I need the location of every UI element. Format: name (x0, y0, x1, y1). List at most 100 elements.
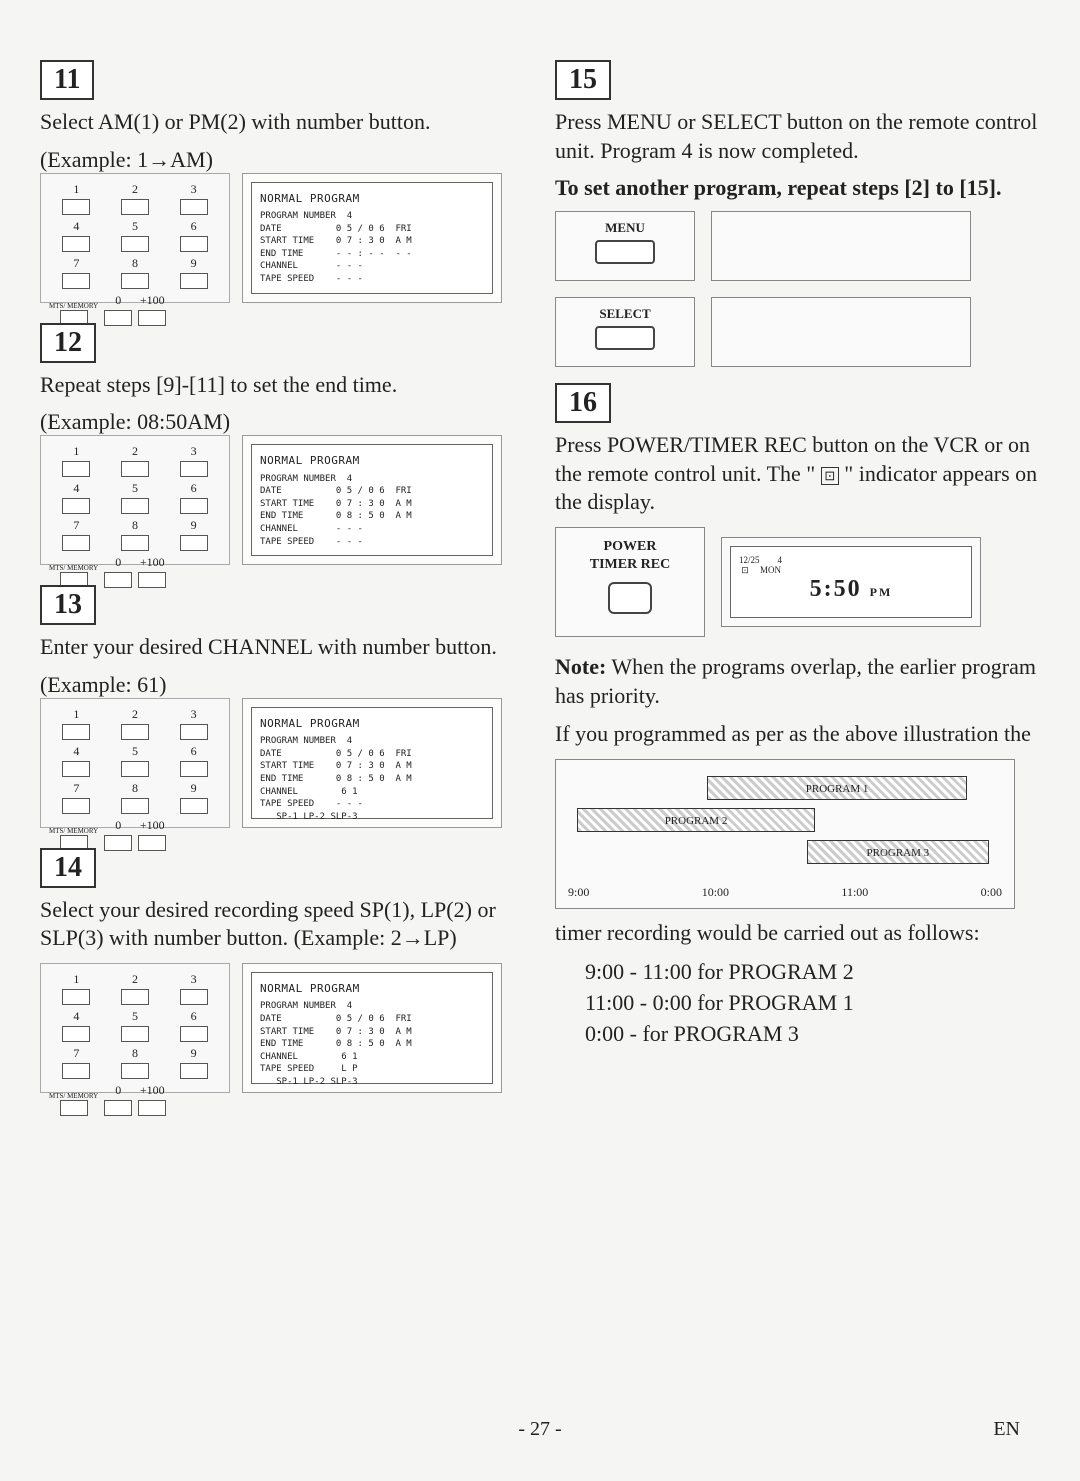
step-number: 12 (40, 323, 96, 363)
keypad-key: 3 (166, 182, 221, 215)
osd-line: TAPE SPEED L P (260, 1063, 484, 1076)
osd-line: END TIME 0 8 : 5 0 A M (260, 510, 484, 523)
keypad-key: 2 (108, 444, 163, 477)
schedule-line: 11:00 - 0:00 for PROGRAM 1 (585, 988, 1040, 1019)
osd-title: NORMAL PROGRAM (260, 716, 484, 731)
osd-line: DATE 0 5 / 0 6 FRI (260, 748, 484, 761)
schedule-line: 9:00 - 11:00 for PROGRAM 2 (585, 957, 1040, 988)
keypad-label: +100 (138, 1083, 166, 1098)
chart-time: 0:00 (981, 885, 1002, 900)
menu-label: MENU (564, 220, 686, 236)
keypad-key: 3 (166, 972, 221, 1005)
keypad-key: 4 (49, 744, 104, 777)
keypad-key: 4 (49, 1009, 104, 1042)
osd-line: END TIME 0 8 : 5 0 A M (260, 1038, 484, 1051)
osd-line: START TIME 0 7 : 3 0 A M (260, 498, 484, 511)
note-label: Note: (555, 654, 606, 679)
keypad-key: 8 (108, 1046, 163, 1079)
timer-icon: ⊡ (821, 467, 839, 485)
step-example: (Example: 61) (40, 672, 525, 698)
page-number: - 27 - (0, 1418, 1080, 1441)
step-number: 11 (40, 60, 94, 100)
keypad-label: MTS/ MEMORY (49, 1092, 98, 1100)
osd-line: DATE 0 5 / 0 6 FRI (260, 1013, 484, 1026)
vcr-small: 12/25 4 ⊡ MON (739, 555, 963, 576)
osd-line: END TIME 0 8 : 5 0 A M (260, 773, 484, 786)
osd-line: PROGRAM NUMBER 4 (260, 210, 484, 223)
keypad-key: 7 (49, 1046, 104, 1079)
program-bar: PROGRAM 1 (707, 776, 967, 800)
keypad-key: 6 (166, 481, 221, 514)
keypad: 123456789 MTS/ MEMORY 0 +100 (40, 698, 230, 828)
keypad-key: 6 (166, 744, 221, 777)
result-intro: timer recording would be carried out as … (555, 919, 1040, 948)
select-label: SELECT (564, 306, 686, 322)
keypad-key: 4 (49, 481, 104, 514)
keypad-label: +100 (138, 818, 166, 833)
keypad-key: 8 (108, 781, 163, 814)
blank-screen (711, 297, 971, 367)
osd-line: CHANNEL 6 1 (260, 786, 484, 799)
keypad-label: 0 (104, 293, 132, 308)
keypad-label: 0 (104, 555, 132, 570)
osd-line: START TIME 0 7 : 3 0 A M (260, 1026, 484, 1039)
osd-line: CHANNEL - - - (260, 523, 484, 536)
osd-title: NORMAL PROGRAM (260, 981, 484, 996)
chart-time: 9:00 (568, 885, 589, 900)
osd-line: CHANNEL 6 1 (260, 1051, 484, 1064)
keypad-key: 1 (49, 707, 104, 740)
step-text: Press POWER/TIMER REC button on the VCR … (555, 431, 1040, 517)
keypad-key: 1 (49, 972, 104, 1005)
step-text: Press MENU or SELECT button on the remot… (555, 108, 1040, 165)
note-text: Note: When the programs overlap, the ear… (555, 653, 1040, 710)
step-example: (Example: 1→AM) (40, 147, 525, 173)
power-timer-box: POWER TIMER REC (555, 527, 705, 637)
vcr-time: 5:50 (810, 576, 862, 602)
step-example: (Example: 08:50AM) (40, 409, 525, 435)
keypad-key: 7 (49, 781, 104, 814)
keypad-label: 0 (104, 818, 132, 833)
keypad-key: 9 (166, 256, 221, 289)
program-bar: PROGRAM 3 (807, 840, 989, 864)
chart-time: 11:00 (841, 885, 868, 900)
osd-line: END TIME - - : - - - - (260, 248, 484, 261)
osd-line: TAPE SPEED - - - (260, 273, 484, 286)
osd-line: CHANNEL - - - (260, 260, 484, 273)
osd-line: PROGRAM NUMBER 4 (260, 1000, 484, 1013)
keypad-key: 1 (49, 182, 104, 215)
osd-title: NORMAL PROGRAM (260, 191, 484, 206)
blank-screen (711, 211, 971, 281)
step-number: 14 (40, 848, 96, 888)
osd-line: PROGRAM NUMBER 4 (260, 735, 484, 748)
keypad-key: 5 (108, 481, 163, 514)
language-label: EN (993, 1418, 1020, 1441)
osd-line: TAPE SPEED - - - (260, 536, 484, 549)
osd-line: START TIME 0 7 : 3 0 A M (260, 760, 484, 773)
keypad-label: MTS/ MEMORY (49, 302, 98, 310)
step-number: 16 (555, 383, 611, 423)
step-bold: To set another program, repeat steps [2]… (555, 175, 1040, 201)
keypad-label: MTS/ MEMORY (49, 827, 98, 835)
keypad-key: 1 (49, 444, 104, 477)
keypad-key: 8 (108, 518, 163, 551)
step-text: Enter your desired CHANNEL with number b… (40, 633, 525, 662)
program-bar: PROGRAM 2 (577, 808, 816, 832)
vcr-pm: PM (870, 585, 893, 599)
keypad-label: 0 (104, 1083, 132, 1098)
keypad-key: 3 (166, 707, 221, 740)
remote-menu: MENU (555, 211, 695, 281)
keypad-key: 5 (108, 1009, 163, 1042)
step-text: Select your desired recording speed SP(1… (40, 896, 525, 953)
keypad-key: 6 (166, 1009, 221, 1042)
keypad-key: 9 (166, 781, 221, 814)
vcr-display: 12/25 4 ⊡ MON 5:50 PM (721, 537, 981, 627)
osd-title: NORMAL PROGRAM (260, 453, 484, 468)
osd-line: SP-1 LP-2 SLP-3 (260, 1076, 484, 1089)
osd-screen: NORMAL PROGRAM PROGRAM NUMBER 4 DATE 0 5… (242, 435, 502, 565)
keypad-key: 8 (108, 256, 163, 289)
osd-line: SP-1 LP-2 SLP-3 (260, 811, 484, 824)
step-number: 15 (555, 60, 611, 100)
osd-line: PROGRAM NUMBER 4 (260, 473, 484, 486)
note-body: When the programs overlap, the earlier p… (555, 654, 1036, 708)
keypad-key: 5 (108, 219, 163, 252)
